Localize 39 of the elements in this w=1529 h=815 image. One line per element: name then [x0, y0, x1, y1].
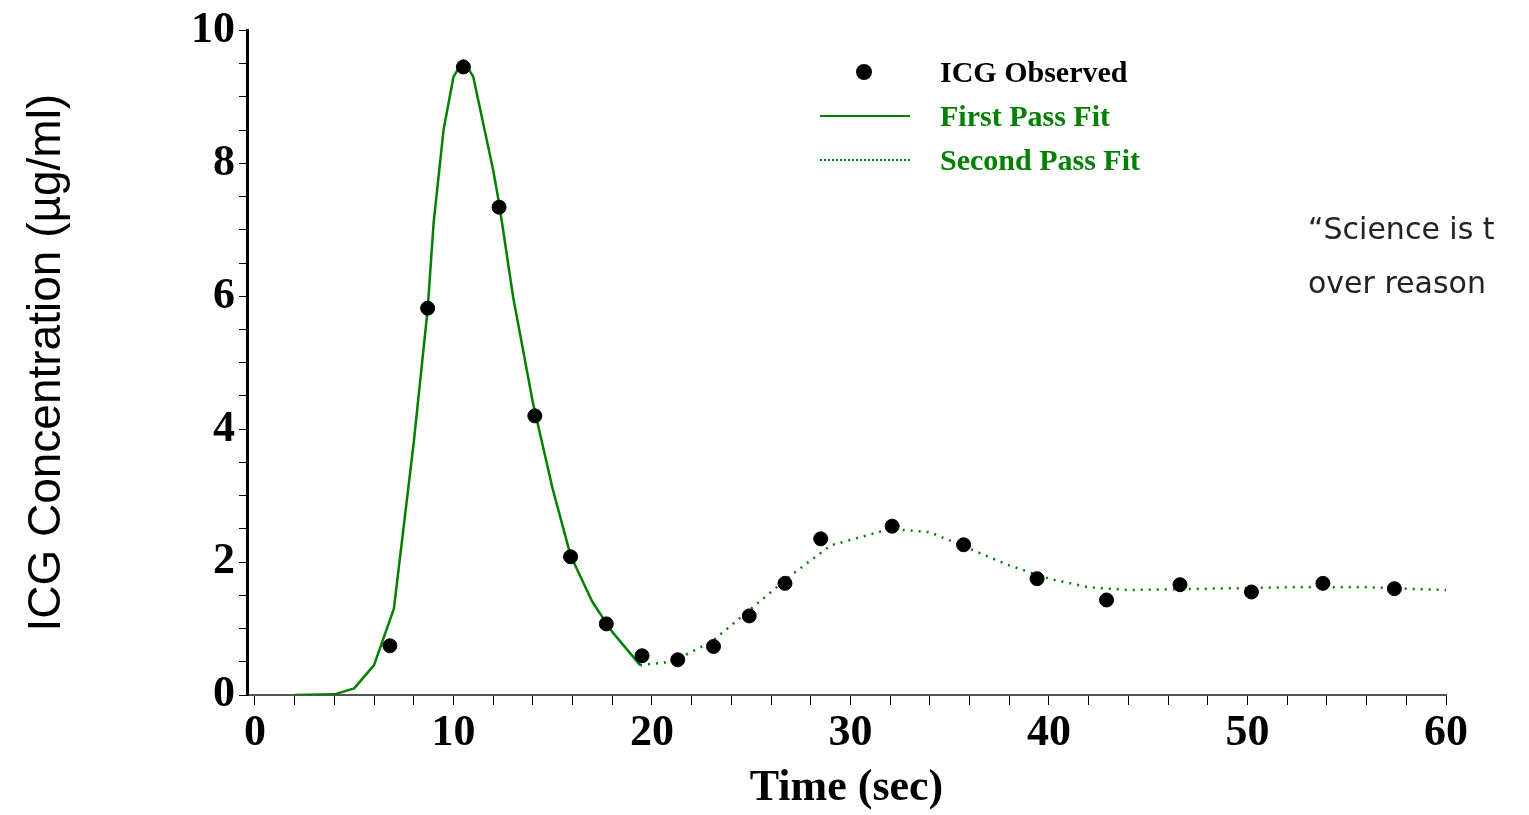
- point: [1029, 571, 1045, 587]
- point: [491, 199, 507, 215]
- x-tick-label: 60: [1424, 705, 1468, 755]
- y-tick-label: 10: [191, 2, 235, 52]
- point: [777, 575, 793, 591]
- point: [634, 648, 650, 664]
- point: [527, 408, 543, 424]
- y-tick-label: 6: [213, 268, 235, 318]
- y-axis-title: ICG Concentration (µg/ml): [18, 93, 71, 632]
- legend-label: Second Pass Fit: [940, 143, 1141, 177]
- point: [455, 59, 471, 75]
- point: [741, 608, 757, 624]
- x-tick-label: 40: [1026, 705, 1071, 755]
- point: [1099, 592, 1115, 608]
- point: [1386, 581, 1402, 597]
- point: [813, 531, 829, 547]
- point: [1315, 575, 1331, 591]
- point: [598, 616, 614, 632]
- legend-label: ICG Observed: [940, 55, 1128, 89]
- point: [1243, 584, 1259, 600]
- x-axis-title: Time (sec): [749, 760, 944, 810]
- x-tick-label: 30: [828, 705, 873, 755]
- y-tick-label: 8: [213, 135, 235, 185]
- y-tick-label: 4: [213, 401, 235, 451]
- x-tick-label: 20: [629, 705, 674, 755]
- x-tick-label: 10: [431, 705, 476, 755]
- point: [382, 638, 398, 654]
- point: [670, 652, 686, 668]
- y-tick-label: 0: [213, 667, 235, 717]
- point: [1172, 577, 1188, 593]
- y-tick-label: 2: [213, 534, 235, 584]
- point: [956, 537, 972, 553]
- legend-label: First Pass Fit: [940, 99, 1110, 133]
- point: [563, 549, 579, 565]
- x-tick-label: 50: [1225, 705, 1270, 755]
- point: [706, 638, 721, 654]
- point: [884, 518, 900, 534]
- point: [420, 300, 436, 316]
- annotation: “Science is t over reason: [1308, 210, 1495, 302]
